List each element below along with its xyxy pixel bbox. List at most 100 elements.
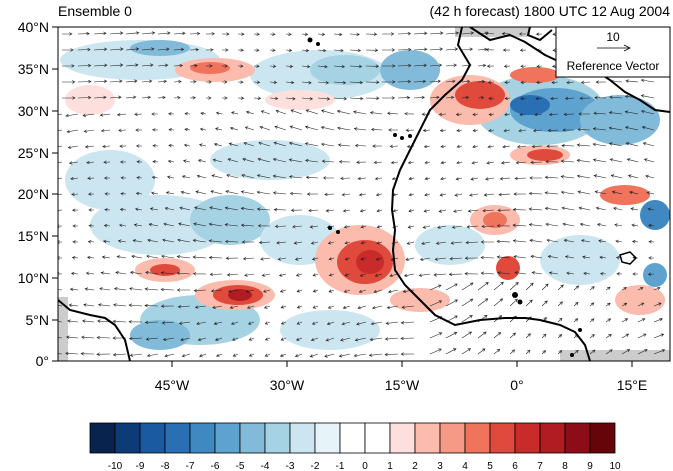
wind-vector bbox=[342, 305, 351, 310]
wind-vector bbox=[488, 112, 495, 117]
wind-vector bbox=[429, 300, 443, 307]
wind-vector bbox=[525, 282, 534, 291]
wind-vector bbox=[482, 209, 495, 213]
wind-vector bbox=[240, 206, 255, 211]
wind-vector bbox=[648, 240, 655, 244]
wind-vector bbox=[358, 289, 367, 293]
wind-vector bbox=[184, 112, 191, 116]
wind-vector bbox=[358, 193, 367, 197]
wind-vector bbox=[589, 286, 595, 291]
wind-vector bbox=[528, 191, 543, 196]
wind-vector bbox=[99, 113, 111, 117]
wind-vector bbox=[125, 31, 140, 35]
wind-vector bbox=[354, 143, 367, 148]
wind-vector bbox=[146, 353, 159, 358]
wind-vector bbox=[68, 303, 79, 307]
wind-vector bbox=[429, 332, 443, 339]
wind-vector bbox=[375, 257, 383, 261]
wind-vector bbox=[58, 337, 63, 339]
wind-vector bbox=[342, 209, 351, 213]
wind-vector bbox=[304, 142, 319, 147]
wind-vector bbox=[324, 192, 335, 197]
wind-vector bbox=[599, 255, 607, 260]
wind-vector bbox=[115, 271, 127, 275]
wind-vector bbox=[480, 271, 495, 275]
wind-vector bbox=[116, 112, 127, 117]
wind-vector bbox=[168, 128, 175, 132]
wind-vector bbox=[189, 96, 196, 100]
wind-vector bbox=[177, 238, 191, 243]
wind-vector bbox=[135, 207, 143, 212]
wind-vector bbox=[605, 333, 612, 339]
wind-vector bbox=[276, 241, 287, 245]
wind-vector bbox=[144, 303, 159, 308]
wind-vector bbox=[61, 32, 73, 36]
anomaly-patch bbox=[280, 310, 380, 350]
wind-vector bbox=[503, 128, 511, 133]
colorbar-box bbox=[114, 422, 141, 454]
wind-vector bbox=[141, 63, 154, 67]
wind-vector bbox=[340, 337, 351, 342]
wind-vector bbox=[519, 48, 527, 52]
wind-vector bbox=[592, 127, 607, 131]
wind-vector bbox=[248, 353, 255, 357]
wind-vector bbox=[434, 257, 447, 261]
wind-vector bbox=[245, 289, 255, 293]
wind-vector bbox=[445, 63, 458, 67]
wind-vector bbox=[120, 192, 127, 196]
wind-vector bbox=[593, 111, 607, 116]
wind-vector bbox=[208, 239, 223, 243]
wind-vector bbox=[198, 143, 207, 147]
wind-vector bbox=[333, 48, 344, 53]
wind-vector bbox=[376, 241, 383, 245]
wind-vector bbox=[548, 271, 559, 275]
wind-vector bbox=[360, 257, 367, 261]
wind-vector bbox=[451, 225, 463, 229]
wind-vector bbox=[456, 144, 463, 149]
wind-vector bbox=[461, 95, 470, 100]
wind-vector bbox=[613, 206, 623, 211]
wind-vector bbox=[487, 144, 495, 149]
wind-vector bbox=[273, 141, 287, 147]
wind-vector bbox=[653, 318, 663, 323]
wind-vector bbox=[504, 112, 511, 117]
wind-vector bbox=[525, 333, 531, 339]
wind-vector bbox=[100, 129, 111, 133]
wind-vector bbox=[83, 303, 95, 307]
wind-vector bbox=[438, 209, 447, 213]
wind-vector bbox=[109, 95, 122, 99]
wind-vector bbox=[213, 321, 223, 326]
wind-vector bbox=[576, 174, 591, 179]
colorbar-box bbox=[289, 422, 316, 454]
wind-vector bbox=[285, 80, 295, 85]
wind-vector bbox=[317, 81, 330, 85]
wind-vector bbox=[241, 173, 255, 179]
wind-vector bbox=[237, 96, 245, 100]
wind-vector bbox=[167, 159, 175, 164]
wind-vector bbox=[325, 337, 335, 342]
missing-data-patch bbox=[58, 297, 68, 361]
wind-vector bbox=[493, 281, 504, 291]
colorbar-box bbox=[339, 422, 366, 454]
wind-vector bbox=[461, 31, 475, 35]
wind-vector bbox=[288, 158, 303, 163]
wind-vector bbox=[58, 240, 63, 244]
wind-vector bbox=[461, 298, 474, 307]
colorbar-label: -6 bbox=[211, 461, 220, 471]
wind-vector bbox=[102, 239, 111, 244]
lon-tick: 15°W bbox=[385, 361, 420, 393]
wind-vector bbox=[577, 190, 591, 195]
colorbar-box bbox=[589, 422, 616, 454]
wind-vector bbox=[333, 97, 348, 101]
wind-vector bbox=[370, 321, 383, 326]
wind-vector bbox=[259, 125, 271, 131]
wind-vector bbox=[86, 160, 95, 165]
wind-vector bbox=[118, 223, 127, 228]
colorbar-label: 10 bbox=[609, 461, 621, 471]
wind-vector bbox=[224, 239, 239, 244]
wind-vector bbox=[324, 353, 335, 358]
wind-vector bbox=[580, 239, 591, 243]
wind-vector bbox=[470, 177, 479, 181]
wind-vector bbox=[253, 32, 260, 36]
